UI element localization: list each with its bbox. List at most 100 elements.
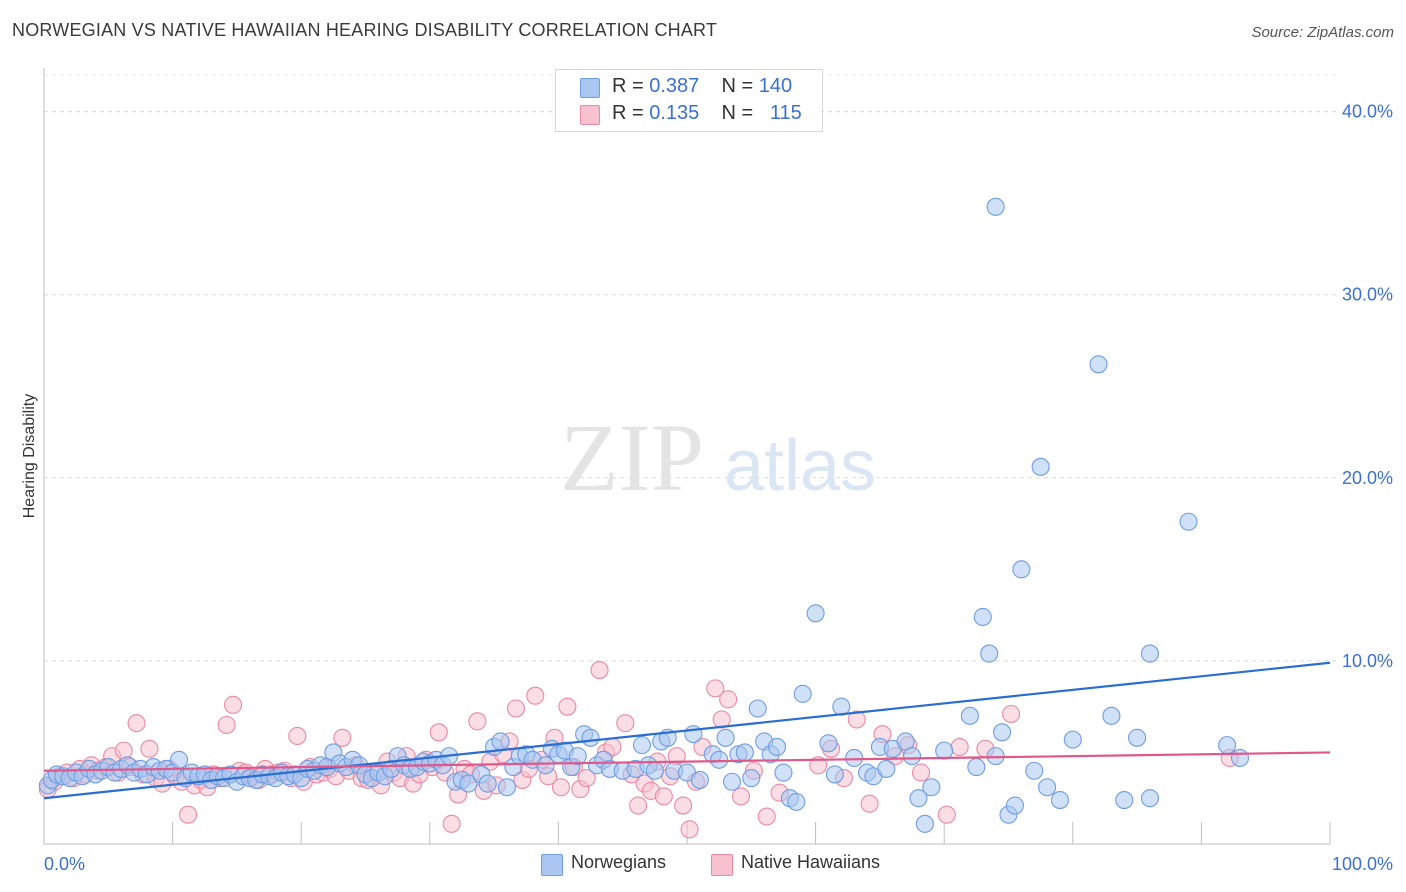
native-hawaiian-point — [590, 661, 609, 680]
native-hawaiian-point — [217, 715, 236, 735]
legend-r-label: R = — [612, 102, 644, 124]
legend-label-norwegians: Norwegians — [571, 852, 667, 872]
norwegian-point — [1038, 778, 1057, 797]
trend-line-native-hawaiians — [43, 751, 1331, 772]
norwegian-point — [1230, 748, 1250, 767]
norwegian-point — [793, 684, 812, 703]
native-hawaiian-point — [731, 787, 751, 806]
norwegian-point — [645, 761, 664, 780]
native-hawaiian-point — [178, 805, 198, 824]
legend-swatch-native-hawaiians — [580, 105, 600, 125]
norwegian-point — [1140, 644, 1160, 663]
native-hawaiian-point — [860, 794, 879, 813]
norwegian-point — [787, 792, 806, 811]
native-hawaiian-point — [847, 710, 866, 729]
norwegian-point — [1179, 512, 1198, 531]
y-tick-label: 30.0% — [1342, 285, 1393, 305]
norwegian-point — [748, 699, 767, 718]
native-hawaiian-point — [558, 697, 577, 716]
norwegian-point — [581, 728, 600, 747]
correlation-legend: R = 0.387 N = 140 R = 0.135 N = 115 — [555, 69, 823, 132]
norwegian-point — [568, 747, 587, 766]
legend-n-value: 140 — [758, 75, 793, 97]
norwegian-point — [1089, 355, 1108, 374]
legend-r-label: R = — [612, 75, 644, 97]
norwegian-point — [169, 750, 189, 769]
norwegian-point — [1218, 736, 1237, 755]
native-hawaiian-point — [937, 805, 956, 824]
norwegian-point — [1025, 761, 1044, 780]
watermark: ZIP atlas — [560, 404, 876, 511]
norwegian-point — [735, 743, 754, 762]
native-hawaiian-point — [912, 763, 931, 782]
norwegian-point — [1128, 728, 1147, 747]
axes — [43, 68, 1331, 845]
norwegian-point — [973, 607, 992, 627]
norwegian-point — [993, 723, 1012, 742]
norwegian-point — [967, 758, 986, 777]
norwegian-point — [806, 604, 825, 623]
native-hawaiian-point — [577, 769, 596, 788]
series-legend: Norwegians Native Hawaiians — [0, 850, 1406, 878]
norwegian-point — [922, 778, 941, 797]
source-label: Source: ZipAtlas.com — [1251, 24, 1394, 41]
norwegian-point — [902, 747, 922, 766]
norwegian-point — [980, 644, 999, 663]
native-hawaiian-point — [654, 787, 673, 806]
norwegian-point — [877, 759, 896, 778]
norwegian-point — [825, 765, 844, 784]
trend-lines — [43, 661, 1331, 800]
y-tick-label: 40.0% — [1342, 102, 1393, 122]
norwegian-point — [986, 197, 1005, 216]
native-hawaiian-point — [629, 796, 648, 815]
norwegian-point — [716, 728, 735, 747]
norwegian-point — [1031, 457, 1050, 476]
native-hawaiian-point — [551, 778, 571, 797]
norwegian-point — [1050, 791, 1069, 810]
native-hawaiian-point — [468, 712, 487, 731]
native-hawaiian-point — [712, 710, 731, 729]
native-hawaiian-point — [757, 807, 776, 826]
norwegian-point — [497, 778, 517, 797]
native-hawaiian-point — [706, 679, 725, 698]
norwegian-point — [710, 750, 729, 769]
norwegian-point — [491, 732, 510, 751]
watermark-atlas: atlas — [724, 426, 876, 506]
legend-n-label: N = — [721, 102, 754, 124]
watermark-zip: ZIP — [560, 404, 704, 511]
norwegian-point — [742, 769, 761, 788]
series-norwegians — [38, 197, 1250, 833]
native-hawaiian-point — [674, 796, 693, 815]
legend-label-native-hawaiians: Native Hawaiians — [741, 852, 881, 872]
y-tick-label: 20.0% — [1342, 468, 1393, 488]
legend-swatch-norwegians — [541, 854, 563, 876]
chart-title: NORWEGIAN VS NATIVE HAWAIIAN HEARING DIS… — [12, 20, 718, 40]
norwegian-point — [1012, 560, 1031, 579]
norwegian-point — [819, 734, 838, 753]
tick-labels: 10.0% 20.0% 30.0% 40.0% 0.0% 100.0% — [44, 102, 1393, 874]
native-hawaiian-point — [950, 737, 969, 757]
grid-lines — [44, 74, 1340, 662]
norwegian-point — [536, 756, 555, 775]
native-hawaiian-point — [140, 739, 159, 758]
legend-n-label: N = — [721, 75, 754, 97]
native-hawaiian-point — [719, 690, 738, 709]
native-hawaiian-point — [616, 714, 635, 733]
native-hawaiian-point — [506, 699, 526, 718]
norwegian-point — [845, 748, 864, 767]
native-hawaiian-point — [127, 714, 146, 733]
norwegian-point — [1063, 730, 1082, 749]
native-hawaiian-point — [429, 723, 448, 742]
legend-swatch-norwegians — [580, 78, 600, 98]
norwegian-point — [935, 741, 954, 760]
norwegian-point — [909, 789, 928, 808]
legend-n-value: 115 — [769, 102, 802, 124]
x-tick-label: 0.0% — [44, 854, 85, 874]
native-hawaiian-point — [809, 756, 828, 775]
norwegian-point — [459, 774, 478, 793]
norwegian-point — [1115, 791, 1134, 810]
norwegian-point — [960, 706, 979, 725]
norwegian-point — [1140, 789, 1160, 808]
native-hawaiian-point — [288, 726, 307, 746]
